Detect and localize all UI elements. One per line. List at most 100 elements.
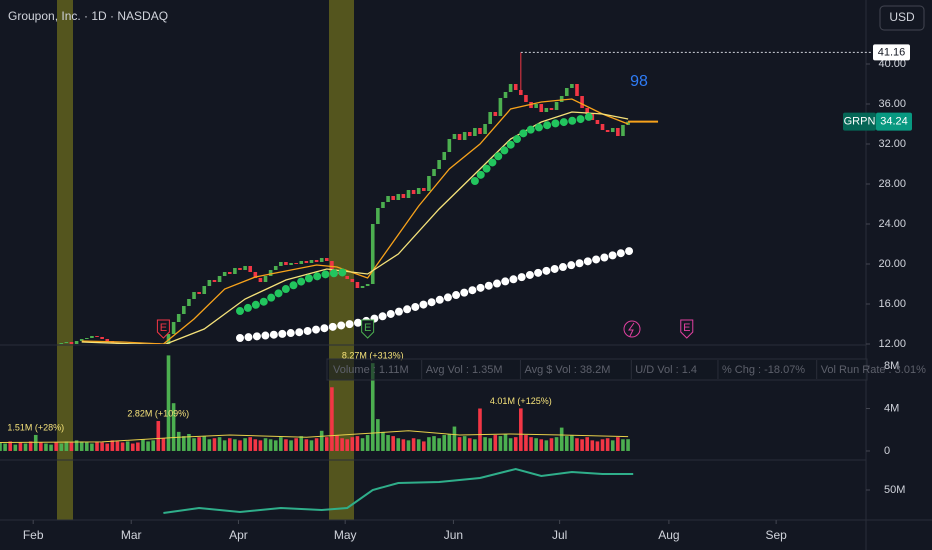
stats-background <box>326 358 868 381</box>
volume-bar <box>176 431 181 451</box>
candle <box>314 260 319 262</box>
event-label: E <box>160 322 167 334</box>
dotted-average <box>236 112 597 315</box>
candle <box>100 337 104 339</box>
volume-bar <box>171 403 176 451</box>
volume-pane <box>0 355 630 451</box>
volume-bar <box>299 436 304 451</box>
alert-icon[interactable] <box>623 320 641 338</box>
event-label: E <box>364 322 371 334</box>
candle <box>503 92 508 98</box>
volume-bar <box>212 438 217 451</box>
volume-bar <box>294 438 298 451</box>
candle <box>176 314 181 322</box>
candle <box>294 263 298 264</box>
volume-bar <box>64 441 69 451</box>
volume-bar <box>478 408 482 451</box>
volume-bar <box>39 442 43 451</box>
y-tick-label: 12.00 <box>878 338 906 350</box>
candle <box>207 280 212 286</box>
candle <box>319 258 324 262</box>
candle <box>197 292 201 294</box>
candle <box>222 272 227 276</box>
volume-bar <box>447 433 452 451</box>
symbol-label: GRPN <box>844 116 876 128</box>
volume-bar <box>248 437 253 451</box>
volume-bar <box>105 443 110 451</box>
candle <box>381 202 385 208</box>
currency-label[interactable]: USD <box>889 10 915 24</box>
volume-bar <box>360 438 365 451</box>
candle <box>365 284 370 286</box>
volume-bar <box>559 427 564 451</box>
lower-pane <box>163 467 634 514</box>
x-tick-label: Jul <box>552 528 567 542</box>
volume-bar <box>616 437 620 451</box>
volume-bar <box>115 441 120 451</box>
volume-bar <box>355 436 360 451</box>
stats-item: Vol Run Rate : 3.01% <box>821 364 926 376</box>
x-tick-label: Aug <box>658 528 679 542</box>
volume-bar <box>314 438 319 451</box>
volume-bar <box>462 436 467 451</box>
volume-bar <box>136 442 140 451</box>
candle <box>243 266 247 270</box>
alert-circle[interactable] <box>623 320 641 338</box>
candle <box>580 96 584 108</box>
volume-bar <box>151 440 155 451</box>
volume-bar <box>345 439 350 451</box>
candle <box>248 266 253 272</box>
candle <box>182 306 186 314</box>
volume-bar <box>146 441 150 451</box>
last-price-label: 34.24 <box>880 116 908 128</box>
volume-bar <box>437 438 441 451</box>
y-tick-label: 40.00 <box>878 58 906 70</box>
volume-bar <box>493 435 498 451</box>
candle <box>69 342 74 344</box>
x-tick-label: Sep <box>765 528 787 542</box>
candle <box>376 208 380 224</box>
volume-bar <box>258 440 263 451</box>
volume-bar <box>69 442 74 451</box>
volume-bar <box>253 439 258 451</box>
candle <box>95 336 99 337</box>
alert-bolt[interactable] <box>628 322 635 337</box>
volume-bar <box>340 438 344 451</box>
volume-bar <box>570 435 574 451</box>
currency-button[interactable] <box>879 5 925 31</box>
lower-line <box>163 467 634 514</box>
y-tick-label: 32.00 <box>878 138 906 150</box>
volume-bar <box>207 439 212 451</box>
candle <box>355 282 360 288</box>
volume-bar <box>376 419 380 451</box>
volume-bar <box>467 438 472 451</box>
volume-bar <box>59 443 64 451</box>
volume-bar <box>44 443 48 451</box>
volume-bar <box>187 433 191 451</box>
candle <box>498 98 503 116</box>
volume-bar <box>309 440 314 451</box>
volume-bar <box>192 438 196 451</box>
rating: 98 <box>630 73 648 90</box>
volume-bar <box>141 439 145 451</box>
candle <box>488 112 492 124</box>
candle <box>324 258 329 261</box>
volume-bar <box>396 438 401 451</box>
candle <box>539 104 544 112</box>
volume-bar <box>110 440 115 451</box>
x-tick-label: Apr <box>229 528 248 542</box>
volume-bar <box>90 443 94 451</box>
volume-annotation: 2.82M (+109%) <box>127 408 189 418</box>
candle <box>85 338 89 339</box>
volume-bar <box>626 439 630 451</box>
volume-bar <box>621 439 625 451</box>
stats-item: Avg Vol : 1.35M <box>426 364 503 376</box>
volume-bar <box>534 438 538 451</box>
event-label: E <box>683 322 690 334</box>
candle <box>411 190 416 194</box>
moving-average <box>81 98 629 344</box>
candle <box>406 190 411 198</box>
volume-bar <box>427 437 431 451</box>
candle <box>268 270 273 276</box>
lower-tick-label: 50M <box>884 484 905 496</box>
